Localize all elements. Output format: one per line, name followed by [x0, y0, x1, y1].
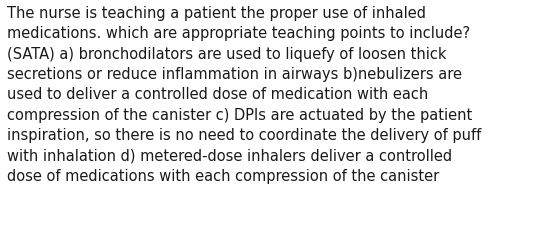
Text: The nurse is teaching a patient the proper use of inhaled
medications. which are: The nurse is teaching a patient the prop… [7, 6, 481, 183]
